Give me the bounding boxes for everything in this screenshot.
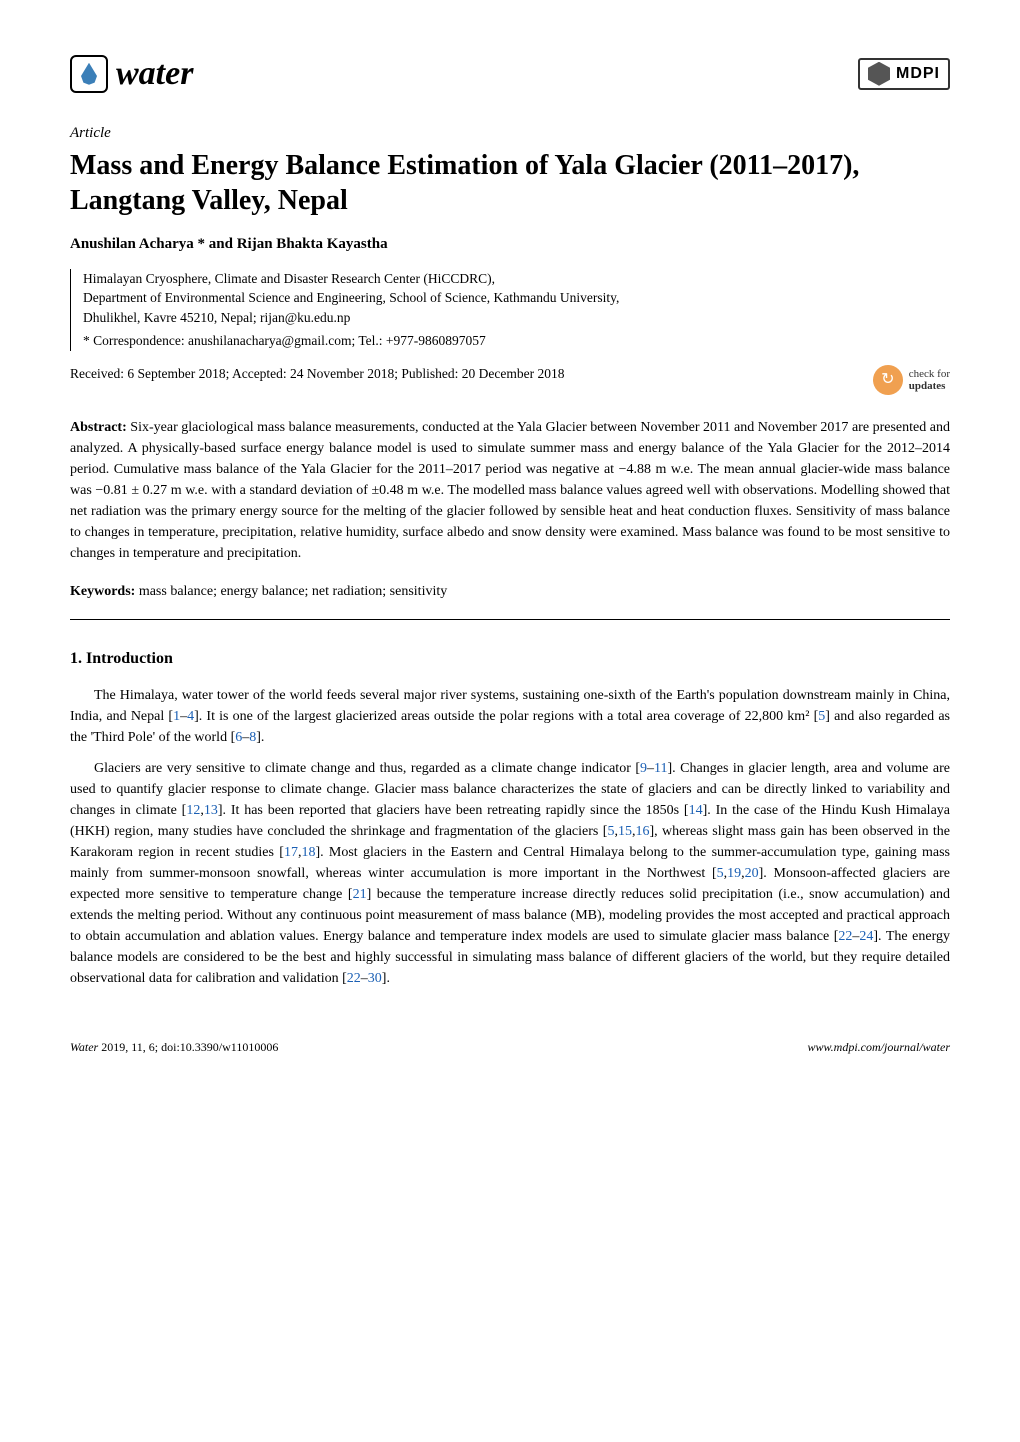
citation-link[interactable]: 5	[717, 866, 724, 881]
mdpi-hex-icon	[868, 62, 890, 86]
authors: Anushilan Acharya * and Rijan Bhakta Kay…	[70, 234, 950, 255]
citation-link[interactable]: 18	[301, 845, 315, 860]
abstract-label: Abstract:	[70, 420, 127, 435]
keywords-text: mass balance; energy balance; net radiat…	[135, 584, 447, 599]
header-row: water MDPI	[70, 50, 950, 98]
citation-link[interactable]: 14	[689, 803, 703, 818]
citation-link[interactable]: 24	[859, 929, 873, 944]
body-paragraph: The Himalaya, water tower of the world f…	[70, 685, 950, 748]
citation-link[interactable]: 15	[618, 824, 632, 839]
section-heading: 1. Introduction	[70, 648, 950, 670]
article-title: Mass and Energy Balance Estimation of Ya…	[70, 148, 950, 218]
citation-link[interactable]: 17	[284, 845, 298, 860]
affiliation-line: Dhulikhel, Kavre 45210, Nepal; rijan@ku.…	[83, 308, 950, 328]
publisher-logo: MDPI	[858, 58, 950, 90]
publication-dates: Received: 6 September 2018; Accepted: 24…	[70, 365, 565, 384]
journal-logo: water	[70, 50, 193, 98]
citation-link[interactable]: 22	[838, 929, 852, 944]
affiliation-block: Himalayan Cryosphere, Climate and Disast…	[70, 269, 950, 351]
article-type: Article	[70, 123, 950, 144]
citation-link[interactable]: 11	[654, 761, 667, 776]
divider	[70, 619, 950, 620]
abstract-text: Six-year glaciological mass balance meas…	[70, 420, 950, 561]
citation-link[interactable]: 13	[204, 803, 218, 818]
check-updates-text: check for updates	[909, 368, 950, 392]
citation-link[interactable]: 16	[635, 824, 649, 839]
check-updates-icon: ↻	[873, 365, 903, 395]
keywords: Keywords: mass balance; energy balance; …	[70, 582, 950, 602]
footer: Water 2019, 11, 6; doi:10.3390/w11010006…	[70, 1039, 950, 1056]
check-updates-badge[interactable]: ↻ check for updates	[873, 365, 950, 395]
body-paragraph: Glaciers are very sensitive to climate c…	[70, 758, 950, 989]
correspondence: * Correspondence: anushilanacharya@gmail…	[83, 331, 950, 351]
citation-link[interactable]: 12	[186, 803, 200, 818]
publisher-name: MDPI	[896, 63, 940, 85]
footer-url: www.mdpi.com/journal/water	[808, 1039, 950, 1056]
citation-link[interactable]: 9	[640, 761, 647, 776]
footer-citation: Water 2019, 11, 6; doi:10.3390/w11010006	[70, 1039, 278, 1056]
citation-link[interactable]: 22	[347, 971, 361, 986]
citation-link[interactable]: 20	[745, 866, 759, 881]
keywords-label: Keywords:	[70, 584, 135, 599]
citation-link[interactable]: 30	[368, 971, 382, 986]
affiliation-line: Department of Environmental Science and …	[83, 288, 950, 308]
citation-link[interactable]: 21	[353, 887, 367, 902]
affiliation-line: Himalayan Cryosphere, Climate and Disast…	[83, 269, 950, 289]
abstract: Abstract: Six-year glaciological mass ba…	[70, 417, 950, 564]
dates-row: Received: 6 September 2018; Accepted: 24…	[70, 365, 950, 395]
water-drop-icon	[70, 55, 108, 93]
citation-link[interactable]: 19	[727, 866, 741, 881]
journal-name: water	[116, 50, 193, 98]
